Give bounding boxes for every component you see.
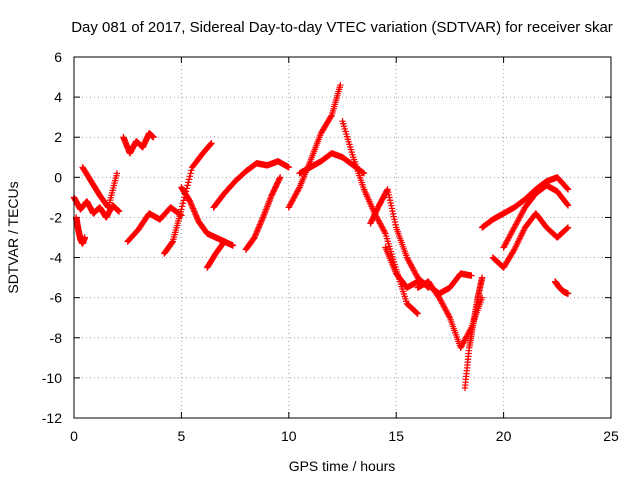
y-tick-label: -12 — [42, 410, 62, 426]
x-tick-label: 20 — [496, 428, 512, 444]
data-point — [277, 174, 284, 181]
y-tick-label: -4 — [50, 250, 63, 266]
y-tick-label: 2 — [54, 129, 62, 145]
data-point — [229, 242, 237, 249]
data-point — [564, 290, 572, 297]
data-point-interp — [190, 206, 197, 214]
data-point-interp — [187, 199, 194, 207]
data-point-interp — [257, 219, 264, 227]
data-point-interp — [185, 176, 193, 183]
data-marks — [70, 81, 572, 392]
data-point-interp — [257, 218, 265, 225]
axis-ticks — [73, 56, 612, 419]
y-tick-label: 4 — [54, 89, 62, 105]
data-point — [564, 202, 572, 209]
data-point-interp — [185, 179, 192, 186]
data-point-interp — [207, 140, 215, 148]
y-tick-label: 6 — [54, 49, 62, 65]
data-point-interp — [253, 228, 261, 235]
x-tick-labels: 0 5 10 15 20 25 — [70, 428, 619, 444]
data-point — [564, 186, 572, 193]
data-point-interp — [295, 185, 302, 192]
data-point — [178, 206, 185, 213]
data-point-interp — [194, 215, 201, 222]
data-point-interp — [192, 211, 199, 218]
data-point — [115, 208, 123, 215]
x-tick-label: 25 — [603, 428, 619, 444]
data-point — [186, 198, 194, 205]
data-point-interp — [187, 170, 194, 177]
data-point-interp — [445, 313, 453, 320]
data-point — [337, 81, 344, 89]
data-point-interp — [186, 173, 194, 180]
x-tick-label: 5 — [178, 428, 186, 444]
data-point-interp — [276, 175, 283, 182]
data-point-interp — [381, 228, 388, 236]
grid-lines — [74, 57, 611, 418]
data-point-interp — [189, 205, 197, 212]
data-point-interp — [253, 230, 260, 237]
data-point — [468, 272, 475, 279]
data-point-interp — [251, 232, 259, 240]
data-point-interp — [188, 201, 195, 208]
data-point-interp — [413, 309, 421, 317]
data-point-interp — [254, 227, 261, 234]
y-tick-label: -2 — [50, 209, 63, 225]
data-point — [564, 224, 572, 231]
y-tick-labels: -12 -10 -8 -6 -4 -2 0 2 4 6 — [42, 49, 62, 426]
y-tick-label: 0 — [54, 169, 62, 185]
y-tick-label: -6 — [50, 290, 63, 306]
data-point — [150, 134, 157, 141]
data-point — [478, 274, 486, 281]
data-point-interp — [193, 213, 200, 221]
data-point-interp — [188, 202, 196, 209]
data-point-interp — [564, 201, 571, 208]
data-point-interp — [254, 225, 262, 233]
x-axis-label: GPS time / hours — [289, 458, 396, 474]
y-tick-label: -8 — [50, 330, 63, 346]
data-point-interp — [564, 224, 571, 232]
data-point-interp — [258, 217, 265, 224]
data-point-interp — [184, 182, 191, 189]
data-point-interp — [255, 224, 262, 231]
data-point-interp — [188, 167, 195, 174]
plot-frame — [73, 56, 612, 419]
data-point — [113, 170, 121, 177]
data-point-interp — [192, 212, 200, 219]
data-point-interp — [189, 203, 196, 211]
data-point-interp — [564, 185, 571, 192]
data-point-interp — [168, 239, 176, 246]
chart-title: Day 081 of 2017, Sidereal Day-to-day VTE… — [71, 19, 613, 36]
x-tick-label: 0 — [70, 428, 78, 444]
data-point — [81, 234, 88, 241]
data-point — [360, 170, 368, 177]
data-point-interp — [191, 208, 198, 215]
data-point — [208, 140, 215, 147]
data-point-interp — [179, 200, 187, 207]
data-point-interp — [256, 222, 263, 230]
x-tick-label: 15 — [388, 428, 404, 444]
data-point-interp — [191, 209, 199, 217]
data-point-interp — [207, 141, 214, 148]
data-point-interp — [256, 221, 264, 228]
data-point-interp — [327, 113, 335, 120]
y-axis-label: SDTVAR / TECUs — [5, 181, 21, 293]
data-point — [251, 234, 258, 241]
y-tick-label: -10 — [42, 370, 62, 386]
data-point-interp — [180, 197, 187, 204]
data-point-interp — [178, 203, 186, 210]
data-point-interp — [252, 231, 259, 238]
data-point — [414, 310, 421, 317]
data-point — [285, 164, 292, 171]
data-point-interp — [259, 215, 266, 223]
x-tick-label: 10 — [281, 428, 297, 444]
